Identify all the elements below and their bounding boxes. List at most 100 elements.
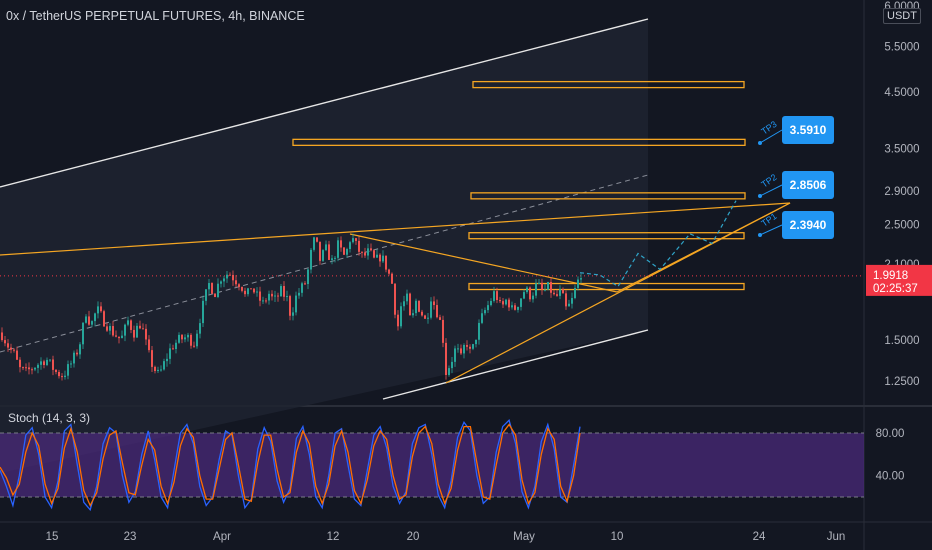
candle-body xyxy=(433,301,435,306)
time-axis-tick: Jun xyxy=(827,531,846,543)
candle-body xyxy=(301,283,303,293)
candle-body xyxy=(106,326,108,331)
last-price-value: 1.9918 xyxy=(873,270,908,282)
candle-body xyxy=(274,295,276,297)
candle-body xyxy=(235,280,237,285)
target-label-box xyxy=(782,211,834,239)
candle-body xyxy=(16,350,18,360)
channel-upper-line xyxy=(0,18,649,188)
candle-body xyxy=(4,340,6,344)
candle-body xyxy=(202,300,204,324)
currency-button[interactable]: USDT xyxy=(883,8,921,24)
candle-body xyxy=(115,335,117,337)
candle-body xyxy=(547,282,549,290)
candle-body xyxy=(382,255,384,262)
candle-body xyxy=(43,361,45,366)
candle-body xyxy=(487,305,489,311)
candle-body xyxy=(142,328,144,330)
candle-body xyxy=(517,306,519,310)
candle-body xyxy=(526,287,528,293)
candle-body xyxy=(157,369,159,372)
candle-body xyxy=(415,300,417,314)
time-axis-tick: 12 xyxy=(327,531,340,543)
candle-body xyxy=(343,247,345,255)
candle-body xyxy=(259,291,261,301)
candle-body xyxy=(568,303,570,307)
descending-trendline xyxy=(349,233,618,293)
candle-body xyxy=(73,352,75,364)
candle-body xyxy=(250,288,252,290)
candle-body xyxy=(55,369,57,372)
time-axis-tick: 10 xyxy=(611,531,624,543)
candle-body xyxy=(454,348,456,362)
candle-body xyxy=(241,286,243,291)
candle-body xyxy=(409,293,411,316)
candle-body xyxy=(406,293,408,302)
resistance-zone xyxy=(470,192,746,200)
target-connector xyxy=(759,129,783,144)
candle-body xyxy=(334,257,336,259)
candle-body xyxy=(502,301,504,305)
candle-body xyxy=(355,238,357,241)
stoch-axis-tick: 80.00 xyxy=(876,428,905,440)
candle-body xyxy=(403,301,405,307)
candle-body xyxy=(475,339,477,345)
candle-body xyxy=(310,249,312,270)
candle-body xyxy=(226,274,228,279)
candle-body xyxy=(91,321,93,325)
candle-body xyxy=(559,289,561,296)
candle-body xyxy=(109,326,111,331)
resistance-zone xyxy=(468,232,745,240)
channel-midline xyxy=(0,174,649,353)
candle-body xyxy=(307,269,309,284)
candle-body xyxy=(448,368,450,375)
candle-body xyxy=(337,240,339,258)
candle-body xyxy=(193,345,195,347)
candle-body xyxy=(118,336,120,339)
candle-body xyxy=(520,298,522,307)
candle-body xyxy=(463,345,465,354)
candle-body xyxy=(376,254,378,258)
candle-body xyxy=(346,249,348,255)
candle-body xyxy=(514,305,516,310)
candle-body xyxy=(22,367,24,369)
candle-body xyxy=(187,334,189,338)
target-connector xyxy=(759,184,783,197)
candle-body xyxy=(340,240,342,248)
candle-body xyxy=(133,329,135,338)
candle-body xyxy=(28,367,30,370)
candle-body xyxy=(466,345,468,347)
price-axis-tick: 3.5000 xyxy=(884,144,919,156)
candle-body xyxy=(61,376,63,378)
candle-body xyxy=(163,361,165,370)
candle-body xyxy=(313,237,315,250)
candle-body xyxy=(1,332,3,341)
candle-body xyxy=(283,286,285,297)
candle-body xyxy=(100,306,102,312)
candle-body xyxy=(451,361,453,369)
candle-body xyxy=(361,251,363,253)
candle-body xyxy=(268,293,270,301)
stoch-axis-tick: 40.00 xyxy=(876,471,905,483)
candle-body xyxy=(538,282,540,284)
stoch-indicator-label[interactable]: Stoch (14, 3, 3) xyxy=(8,411,91,425)
candle-body xyxy=(49,359,51,361)
candle-body xyxy=(478,322,480,340)
candle-body xyxy=(136,325,138,338)
candle-body xyxy=(319,241,321,261)
candle-body xyxy=(358,240,360,252)
candle-body xyxy=(316,237,318,242)
candle-body xyxy=(388,269,390,274)
candle-body xyxy=(280,286,282,297)
candle-body xyxy=(367,248,369,256)
candle-body xyxy=(364,252,366,256)
candle-body xyxy=(184,337,186,340)
candle-body xyxy=(181,334,183,340)
candle-body xyxy=(472,344,474,349)
candle-body xyxy=(37,364,39,368)
candle-body xyxy=(553,292,555,295)
candle-body xyxy=(40,361,42,365)
candle-body xyxy=(217,283,219,298)
candle-body xyxy=(349,242,351,250)
